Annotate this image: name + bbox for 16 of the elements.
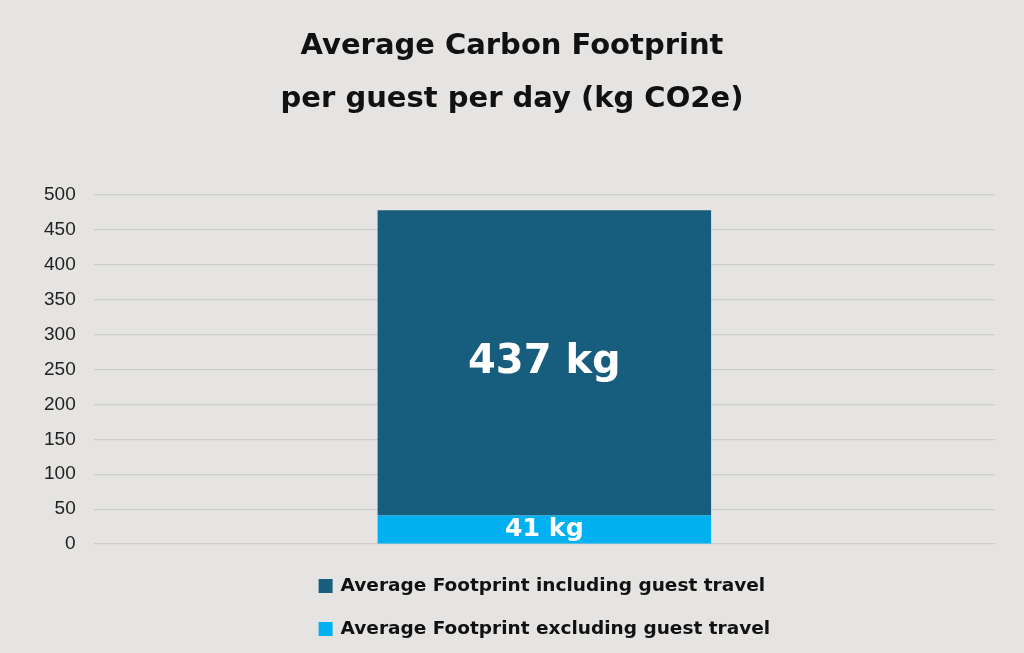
y-tick-label: 400 xyxy=(44,253,76,275)
y-tick-label: 500 xyxy=(44,183,76,205)
legend-label: Average Footprint including guest travel xyxy=(340,573,766,595)
chart-title: Average Carbon Footprint per guest per day (kg CO2e) xyxy=(279,26,745,116)
y-tick-label: 250 xyxy=(44,357,76,379)
y-tick-label: 0 xyxy=(65,532,76,554)
y-tick-label: 200 xyxy=(44,392,76,414)
y-tick-label: 50 xyxy=(54,497,76,519)
y-tick-label: 100 xyxy=(44,462,76,484)
y-tick-label: 350 xyxy=(44,287,76,309)
y-tick-label: 300 xyxy=(44,322,76,344)
y-tick-label: 450 xyxy=(44,218,76,240)
data-label: 437 kg xyxy=(468,336,621,383)
y-tick-label: 150 xyxy=(44,427,76,449)
data-label: 41 kg xyxy=(505,512,584,542)
legend-label: Average Footprint excluding guest travel xyxy=(340,616,771,638)
